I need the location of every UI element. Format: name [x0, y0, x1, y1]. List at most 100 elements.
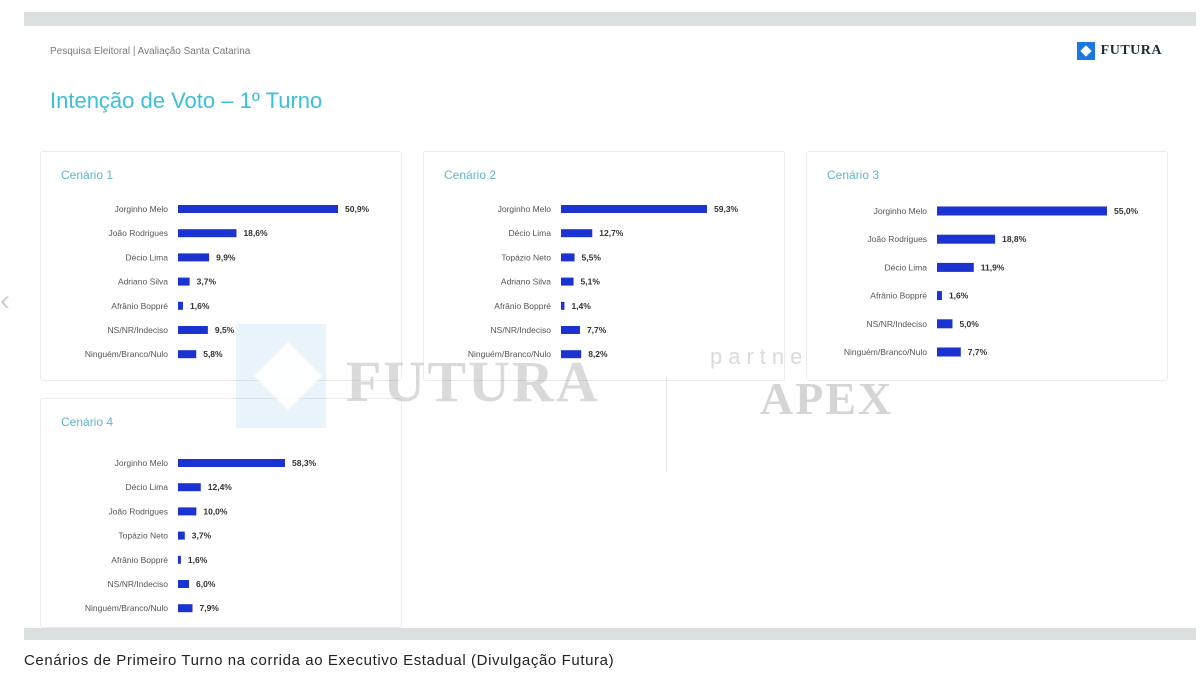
category-label: NS/NR/Indeciso [491, 325, 552, 335]
category-label: Afrânio Boppré [111, 555, 168, 565]
category-label: Afrânio Boppré [494, 301, 551, 311]
category-label: João Rodrigues [867, 234, 927, 244]
category-label: NS/NR/Indeciso [108, 325, 169, 335]
bar [937, 347, 961, 357]
bar [561, 350, 582, 359]
value-label: 8,2% [588, 349, 608, 359]
bar [937, 234, 996, 244]
value-label: 1,6% [188, 555, 208, 565]
category-label: Topázio Neto [501, 252, 551, 262]
chart-title: Cenário 2 [444, 168, 497, 182]
watermark-divider [666, 376, 667, 472]
value-label: 59,3% [714, 204, 739, 214]
bar [178, 531, 185, 540]
bar [561, 326, 580, 334]
bar [178, 483, 201, 492]
category-label: Jorginho Melo [874, 206, 928, 216]
bar [937, 291, 942, 301]
category-label: Jorginho Melo [115, 204, 169, 214]
value-label: 12,7% [599, 228, 624, 238]
value-label: 55,0% [1114, 206, 1139, 216]
category-label: Adriano Silva [118, 277, 168, 287]
value-label: 5,0% [959, 319, 979, 329]
value-label: 7,9% [199, 603, 219, 613]
bar-chart-cenario-1: Jorginho Melo 50,9% João Rodrigues 18,6% Déc… [85, 204, 370, 359]
value-label: 5,1% [581, 277, 601, 287]
value-label: 6,0% [196, 579, 216, 589]
chart-panel-cenario-4: Cenário 4 Jorginho Melo 58,3% Décio Lima 12… [40, 398, 402, 628]
category-label: Décio Lima [125, 252, 168, 262]
category-label: Ninguém/Branco/Nulo [85, 349, 168, 359]
category-label: João Rodrigues [108, 506, 168, 516]
category-label: João Rodrigues [108, 228, 168, 238]
bar [937, 319, 953, 329]
bar [937, 206, 1107, 216]
futura-logo: FUTURA [1076, 42, 1162, 60]
bottom-bar [24, 628, 1196, 640]
top-bar [24, 12, 1196, 26]
bar [178, 459, 285, 467]
category-label: Ninguém/Branco/Nulo [85, 603, 168, 613]
category-label: Afrânio Boppré [870, 291, 927, 301]
bar [561, 253, 575, 262]
slide: Pesquisa Eleitoral | Avaliação Santa Cat… [24, 26, 1196, 628]
category-label: Jorginho Melo [498, 204, 552, 214]
value-label: 5,5% [582, 252, 602, 262]
bar [561, 229, 593, 238]
value-label: 9,5% [215, 325, 235, 335]
value-label: 9,9% [216, 252, 236, 262]
bar [561, 301, 565, 310]
bar [178, 253, 210, 262]
category-label: Décio Lima [884, 262, 927, 272]
bar-chart-cenario-4: Jorginho Melo 58,3% Décio Lima 12,4% João Ro… [85, 458, 317, 613]
category-label: Ninguém/Branco/Nulo [844, 347, 927, 357]
category-label: Topázio Neto [118, 531, 168, 541]
bar [178, 277, 190, 286]
logo-text: FUTURA [1100, 43, 1162, 58]
chart-panel-cenario-3: Cenário 3 Jorginho Melo 55,0% João Rodrigu… [806, 151, 1168, 381]
bar-chart-cenario-3: Jorginho Melo 55,0% João Rodrigues 18,8% Déc… [844, 206, 1139, 357]
value-label: 12,4% [208, 482, 233, 492]
bar [178, 205, 338, 213]
value-label: 10,0% [203, 506, 228, 516]
category-label: NS/NR/Indeciso [108, 579, 169, 589]
bar [178, 580, 190, 588]
chart-panel-cenario-2: Cenário 2 Jorginho Melo 59,3% Décio Lima 12… [423, 151, 785, 381]
bar-chart-cenario-2: Jorginho Melo 59,3% Décio Lima 12,7% Topázio… [468, 204, 739, 359]
value-label: 11,9% [981, 262, 1005, 272]
value-label: 50,9% [345, 204, 370, 214]
bar [937, 262, 974, 272]
value-label: 1,6% [190, 301, 210, 311]
bar [178, 350, 197, 359]
page-subtitle: Pesquisa Eleitoral | Avaliação Santa Cat… [50, 46, 251, 57]
value-label: 3,7% [192, 531, 212, 541]
value-label: 5,8% [203, 349, 223, 359]
category-label: Ninguém/Branco/Nulo [468, 349, 551, 359]
category-label: Adriano Silva [501, 277, 551, 287]
chart-panel-cenario-1: Cenário 1 Jorginho Melo 50,9% João Rodrigu… [40, 151, 402, 381]
value-label: 1,6% [949, 291, 969, 301]
futura-logo-icon [1076, 42, 1095, 60]
value-label: 1,4% [571, 301, 591, 311]
category-label: NS/NR/Indeciso [867, 319, 928, 329]
value-label: 18,8% [1002, 234, 1027, 244]
bar [178, 555, 181, 564]
chart-title: Cenário 4 [61, 415, 114, 429]
value-label: 7,7% [968, 347, 988, 357]
value-label: 18,6% [243, 228, 268, 238]
value-label: 7,7% [587, 325, 607, 335]
category-label: Décio Lima [508, 228, 551, 238]
category-label: Jorginho Melo [115, 458, 169, 468]
page-title: Intenção de Voto – 1º Turno [50, 88, 323, 113]
bar [178, 326, 208, 334]
bar [178, 301, 184, 310]
category-label: Afrânio Boppré [111, 301, 168, 311]
category-label: Décio Lima [125, 482, 168, 492]
bar [561, 277, 574, 286]
caption: Cenários de Primeiro Turno na corrida ao… [24, 652, 615, 669]
chevron-left-icon[interactable]: ‹ [0, 284, 10, 317]
value-label: 58,3% [292, 458, 317, 468]
chart-title: Cenário 3 [827, 168, 880, 182]
chart-title: Cenário 1 [61, 168, 114, 182]
value-label: 3,7% [197, 277, 217, 287]
